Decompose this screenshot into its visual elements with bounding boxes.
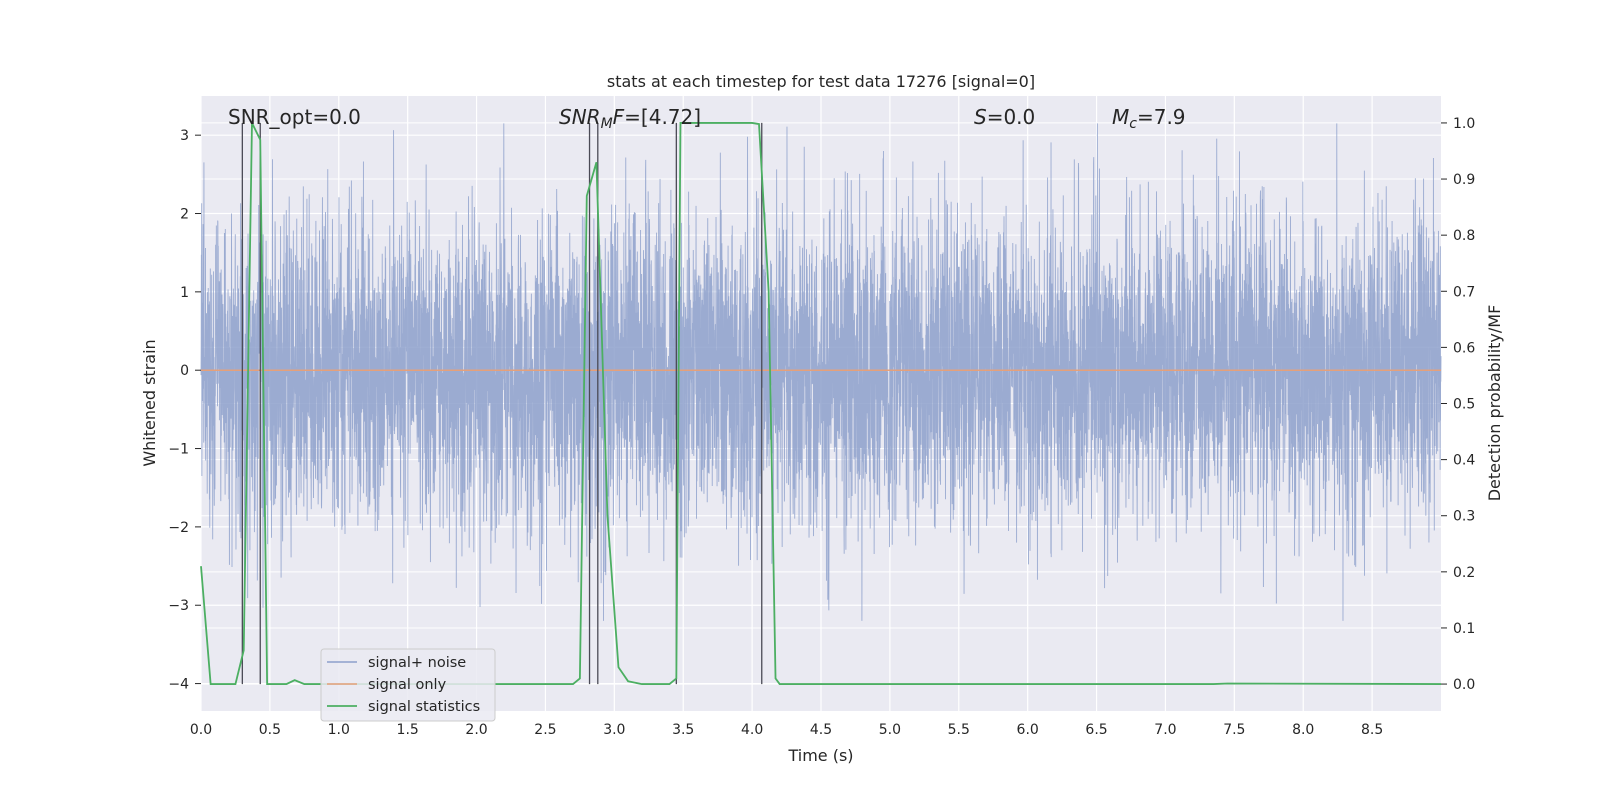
x-tick-label: 2.0	[465, 722, 487, 738]
snr-mf-subscript: M	[601, 116, 613, 132]
s-symbol: S	[974, 105, 987, 129]
s-value: =0.0	[987, 105, 1036, 129]
y-axis-label: Whitened strain	[140, 339, 159, 466]
y2-axis-label: Detection probability/MF	[1485, 305, 1504, 502]
snr-mf-mid: F=	[613, 105, 641, 129]
chart-title: stats at each timestep for test data 172…	[607, 72, 1035, 91]
x-tick-label: 0.5	[259, 722, 281, 738]
x-tick-label: 1.5	[397, 722, 419, 738]
annotation-s: S=0.0	[974, 105, 1035, 129]
annotation-snr-opt: SNR_opt=0.0	[228, 105, 361, 129]
y-tick-label: 2	[180, 207, 189, 223]
x-tick-label: 4.5	[810, 722, 832, 738]
x-tick-label: 2.5	[534, 722, 556, 738]
y-tick-label: −4	[168, 677, 189, 693]
legend-box	[320, 648, 496, 722]
snr-mf-value: [4.72]	[641, 105, 701, 129]
y-tick-label: 1	[180, 285, 189, 301]
y2-axis-ticks: 0.0 0.1 0.2 0.3 0.4 0.5 0.6 0.7 0.8 0.9 1.0	[1441, 116, 1475, 693]
legend-label-noise: signal+ noise	[368, 655, 466, 671]
mc-value: =7.9	[1137, 105, 1186, 129]
x-tick-label: 5.5	[948, 722, 970, 738]
y2-tick-label: 0.4	[1453, 453, 1475, 469]
snr-mf-prefix: SNR	[559, 105, 601, 129]
x-tick-label: 8.0	[1292, 722, 1314, 738]
y-tick-label: −1	[168, 442, 189, 458]
x-tick-label: 6.5	[1085, 722, 1107, 738]
mc-subscript: c	[1129, 116, 1137, 132]
y2-tick-label: 0.7	[1453, 284, 1475, 300]
annotation-mc: Mc=7.9	[1112, 105, 1186, 132]
signal-statistics-series	[200, 122, 1442, 685]
legend: signal+ noise signal only signal statist…	[320, 648, 496, 722]
y2-tick-label: 0.2	[1453, 565, 1475, 581]
legend-label-stats: signal statistics	[368, 699, 480, 715]
x-tick-label: 7.5	[1223, 722, 1245, 738]
mc-symbol: M	[1112, 105, 1129, 129]
y2-tick-label: 0.0	[1453, 677, 1475, 693]
x-tick-label: 0.0	[190, 722, 212, 738]
x-tick-label: 7.0	[1154, 722, 1176, 738]
x-axis-ticks: 0.0 0.5 1.0 1.5 2.0 2.5 3.0 3.5 4.0 4.5 5.0 5.5 6.0 6…	[190, 722, 1383, 738]
y-tick-label: 0	[180, 363, 189, 379]
y-tick-label: −2	[168, 520, 189, 536]
x-tick-label: 1.0	[328, 722, 350, 738]
x-tick-label: 3.0	[603, 722, 625, 738]
y-tick-label: −3	[168, 598, 189, 614]
y2-tick-label: 1.0	[1453, 116, 1475, 132]
y-axis-ticks: −4 −3 −2 −1 0 1 2 3	[168, 128, 201, 693]
x-axis-label: Time (s)	[787, 746, 853, 765]
signal-noise-series	[200, 123, 1442, 621]
x-tick-label: 6.0	[1017, 722, 1039, 738]
x-tick-label: 3.5	[672, 722, 694, 738]
x-tick-label: 8.5	[1361, 722, 1383, 738]
y2-tick-label: 0.1	[1453, 621, 1475, 637]
y2-tick-label: 0.6	[1453, 340, 1475, 356]
y-tick-label: 3	[180, 128, 189, 144]
x-tick-label: 4.0	[741, 722, 763, 738]
x-tick-label: 5.0	[879, 722, 901, 738]
y2-tick-label: 0.9	[1453, 172, 1475, 188]
annotation-snr-mf: SNRMF=[4.72]	[559, 105, 701, 132]
y2-tick-label: 0.3	[1453, 509, 1475, 525]
y2-tick-label: 0.8	[1453, 228, 1475, 244]
legend-label-signal: signal only	[368, 677, 447, 693]
y2-tick-label: 0.5	[1453, 397, 1475, 413]
